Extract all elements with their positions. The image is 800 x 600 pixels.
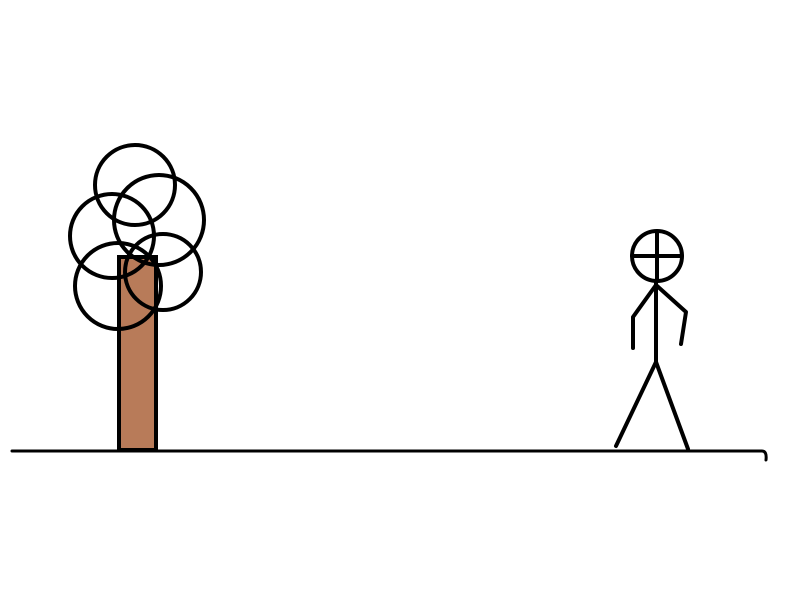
ground-line: [10, 449, 768, 462]
canopy-circle-top: [93, 143, 177, 227]
figure-right-leg: [654, 360, 690, 451]
tree-icon: [68, 143, 206, 452]
tree-trunk: [117, 255, 158, 452]
figure-left-leg: [614, 360, 658, 448]
canopy-circle-lower-left: [73, 241, 163, 331]
tree-canopy: [68, 143, 206, 331]
canopy-circle-right: [112, 173, 206, 267]
figure-right-arm: [654, 283, 688, 346]
figure-left-arm: [631, 283, 658, 350]
canopy-circle-lower-right: [123, 232, 203, 312]
stick-figure-icon: [614, 229, 690, 451]
